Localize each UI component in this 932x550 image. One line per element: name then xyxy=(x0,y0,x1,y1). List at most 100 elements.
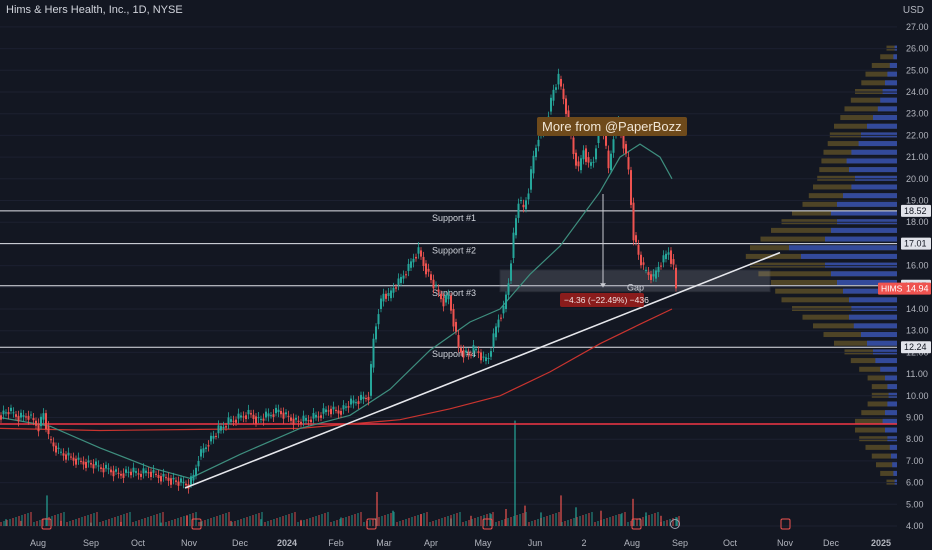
volume-bar xyxy=(666,520,668,526)
candle-body xyxy=(637,244,640,255)
volume-bar xyxy=(129,512,131,526)
volume-bar xyxy=(168,521,170,526)
candle-body xyxy=(30,414,32,416)
candle-body xyxy=(40,416,42,427)
volume-bar xyxy=(6,520,8,526)
trendline[interactable] xyxy=(184,251,781,489)
candle-body xyxy=(257,417,260,419)
profile-bar xyxy=(846,158,897,164)
candle-body xyxy=(640,254,642,266)
time-tick-label: 2 xyxy=(581,538,586,548)
volume-bar xyxy=(630,521,632,526)
volume-bar xyxy=(645,516,647,526)
volume-bar xyxy=(174,519,176,526)
candle-body xyxy=(560,78,562,87)
promo-banner[interactable]: More from @PaperBozz xyxy=(537,117,687,136)
volume-bar xyxy=(435,520,437,526)
volume-bar xyxy=(237,520,239,526)
time-tick-label: Aug xyxy=(30,538,46,548)
volume-bar xyxy=(246,517,248,526)
candle-body xyxy=(317,416,320,418)
volume-bar xyxy=(606,518,608,526)
candle-body xyxy=(555,87,557,90)
volume-bar xyxy=(141,519,143,526)
candle-body xyxy=(330,408,332,415)
candle-body xyxy=(85,461,87,468)
candle-body xyxy=(537,139,540,147)
candle-body xyxy=(650,274,652,280)
profile-bar xyxy=(801,253,897,259)
volume-bar xyxy=(465,521,467,526)
candle-body xyxy=(325,409,327,413)
candle-body xyxy=(220,426,222,431)
volume-bar xyxy=(102,521,104,526)
volume-bar xyxy=(603,519,605,526)
volume-bar xyxy=(585,514,587,526)
volume-bar xyxy=(153,515,155,526)
volume-bar xyxy=(135,521,137,526)
volume-bar xyxy=(120,521,122,526)
volume-bar xyxy=(357,513,359,526)
time-axis-panel[interactable] xyxy=(0,536,932,550)
earnings-marker xyxy=(780,518,791,530)
volume-bar xyxy=(540,518,542,526)
time-tick-label: Oct xyxy=(723,538,738,548)
level-price-tag-label: 12.24 xyxy=(904,342,927,352)
price-tick-label: 7.00 xyxy=(906,456,924,466)
volume-bar xyxy=(309,518,311,526)
price-tick-label: 22.00 xyxy=(906,130,929,140)
volume-bar xyxy=(207,519,209,526)
volume-bar xyxy=(30,512,32,526)
earnings-marker xyxy=(482,518,493,530)
volume-bar xyxy=(561,522,563,526)
price-axis-panel[interactable] xyxy=(897,0,932,550)
volume-bar xyxy=(414,516,416,526)
volume-bar xyxy=(219,515,221,526)
candle-body xyxy=(2,410,5,415)
candle-body xyxy=(270,415,272,417)
volume-bar xyxy=(504,519,506,526)
volume-bar xyxy=(438,519,440,526)
volume-bar xyxy=(93,513,95,526)
profile-bar xyxy=(867,123,897,129)
candle-body xyxy=(162,473,165,477)
price-tick-label: 10.00 xyxy=(906,391,929,401)
time-tick-label: Nov xyxy=(181,538,198,548)
candle-body xyxy=(67,452,70,456)
volume-bar xyxy=(330,522,332,526)
volume-bar xyxy=(144,518,146,526)
volume-bar xyxy=(267,521,269,526)
volume-bar xyxy=(327,512,329,526)
profile-bar xyxy=(861,80,897,86)
candle-body xyxy=(365,397,367,399)
profile-bar xyxy=(837,279,897,285)
volume-bar xyxy=(279,517,281,526)
profile-bar xyxy=(889,444,897,450)
volume-bar xyxy=(324,513,326,526)
candle-body xyxy=(397,278,400,286)
volume-bar xyxy=(639,518,641,526)
volume-bar xyxy=(216,516,218,526)
volume-bar xyxy=(255,514,257,526)
volume-bar xyxy=(249,516,251,526)
volume-bar xyxy=(315,516,317,526)
volume-bar xyxy=(524,505,526,526)
candle-body xyxy=(347,406,350,408)
volume-bar xyxy=(411,517,413,526)
volume-bar xyxy=(60,520,62,526)
candle-body xyxy=(180,478,182,483)
candle-body xyxy=(212,435,215,439)
profile-bar xyxy=(853,323,897,329)
profile-bar xyxy=(834,340,897,346)
price-tick-label: 20.00 xyxy=(906,174,929,184)
candle-body xyxy=(12,412,15,414)
candle-body xyxy=(630,170,632,205)
profile-bar xyxy=(867,375,897,381)
candle-body xyxy=(77,457,80,460)
volume-bar xyxy=(15,517,17,526)
volume-bar xyxy=(498,521,500,526)
candle-body xyxy=(245,415,247,420)
candle-body xyxy=(0,415,2,420)
